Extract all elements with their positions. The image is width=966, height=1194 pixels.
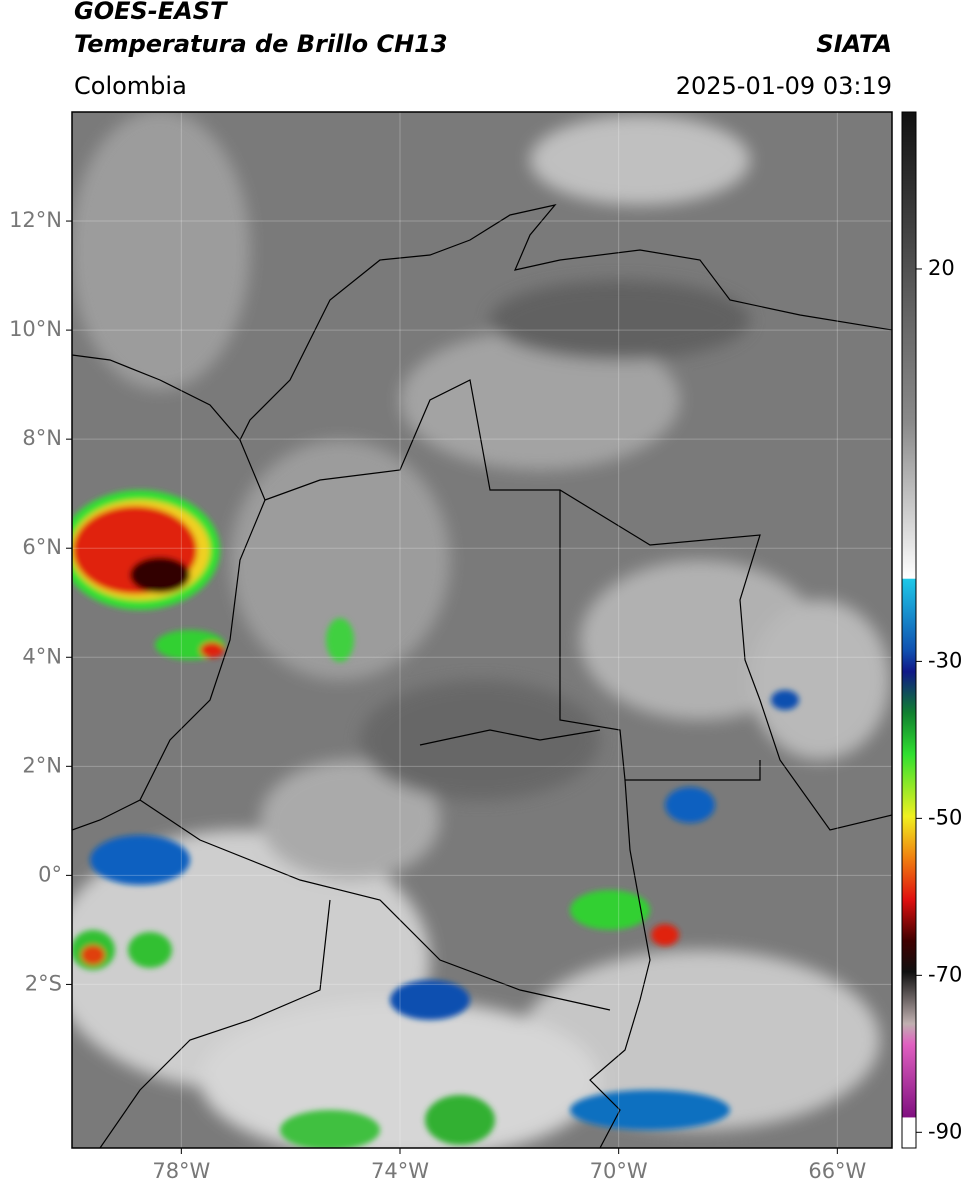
colorbar (901, 111, 917, 1149)
product: Temperatura de Brillo CH13 (74, 30, 448, 58)
x-tick-label: 70°W (590, 1159, 648, 1183)
y-tick-label: 2°N (22, 753, 62, 777)
source: SIATA (816, 30, 892, 58)
colorbar-label: -70 (928, 962, 962, 986)
region: Colombia (74, 72, 187, 100)
map-frame (71, 111, 893, 1149)
y-tick-label: 0° (38, 862, 62, 886)
y-tick-label: 4°N (22, 644, 62, 668)
y-tick-label: 10°N (9, 317, 62, 341)
satellite-image (72, 112, 892, 1148)
colorbar-label: -50 (928, 805, 962, 829)
y-tick-label: 8°N (22, 426, 62, 450)
colorbar-label: 20 (928, 256, 955, 280)
satellite: GOES-EAST (74, 0, 228, 25)
x-tick-label: 74°W (371, 1159, 429, 1183)
x-tick-label: 78°W (152, 1159, 210, 1183)
y-tick-label: 2°S (25, 971, 62, 995)
colorbar-label: -30 (928, 648, 962, 672)
x-tick-label: 66°W (808, 1159, 866, 1183)
colorbar-label: -90 (928, 1119, 962, 1143)
y-tick-label: 6°N (22, 535, 62, 559)
y-tick-label: 12°N (9, 208, 62, 232)
timestamp: 2025-01-09 03:19 (676, 72, 892, 100)
